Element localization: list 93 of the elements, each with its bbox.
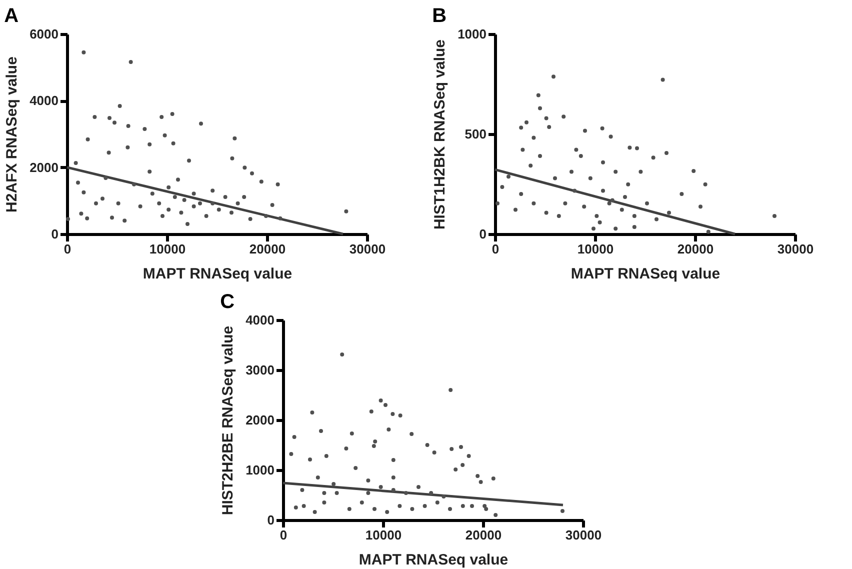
chart-title: A xyxy=(4,5,19,27)
y-tick-label: 1000 xyxy=(246,462,274,478)
point xyxy=(698,204,702,209)
point xyxy=(651,156,656,160)
y-tick-label: 500 xyxy=(464,126,486,142)
y-axis-title: H2AFX RNASeq value xyxy=(4,56,21,212)
y-axis-title: HIST1H2BK RNASeq value xyxy=(432,39,449,230)
point xyxy=(600,126,604,130)
point xyxy=(563,201,568,206)
chart-title: B xyxy=(432,5,447,27)
x-tick-label: 20000 xyxy=(677,242,714,256)
point xyxy=(628,146,632,150)
point xyxy=(524,120,528,124)
point xyxy=(583,128,587,133)
y-tick-label: 2000 xyxy=(246,412,274,428)
point xyxy=(635,146,639,150)
y-tick-label: 3000 xyxy=(246,362,274,378)
point xyxy=(528,164,533,168)
x-tick-label: 30000 xyxy=(777,242,814,256)
y-tick-label: 4000 xyxy=(30,93,58,108)
point xyxy=(570,170,574,174)
point xyxy=(692,169,696,173)
point xyxy=(664,151,668,155)
point xyxy=(594,214,599,218)
point xyxy=(703,182,708,186)
point xyxy=(532,201,536,206)
y-tick-label: 0 xyxy=(267,512,274,528)
point xyxy=(538,154,542,158)
point xyxy=(614,226,618,231)
point xyxy=(614,170,618,174)
point xyxy=(578,154,583,158)
y-tick-label: 6000 xyxy=(30,26,58,42)
point xyxy=(610,198,614,202)
point xyxy=(536,93,540,98)
point xyxy=(574,148,578,152)
point xyxy=(506,174,510,179)
x-axis-title: MAPT RNASeq value xyxy=(570,266,720,282)
chart-title: C xyxy=(220,291,235,313)
x-axis-title: MAPT RNASeq value xyxy=(142,266,292,282)
y-axis-title: HIST2H2BE RNASeq value xyxy=(220,326,237,516)
point xyxy=(572,188,577,193)
point xyxy=(532,136,536,140)
point xyxy=(562,114,566,119)
point xyxy=(654,217,658,222)
point xyxy=(772,214,776,218)
x-tick-label: 0 xyxy=(280,528,288,542)
point xyxy=(632,225,636,229)
x-tick-label: 10000 xyxy=(577,242,614,256)
point xyxy=(519,192,524,196)
point xyxy=(632,214,636,218)
point xyxy=(496,201,500,206)
point xyxy=(660,78,665,82)
x-tick-label: 20000 xyxy=(249,242,286,256)
point xyxy=(638,170,643,174)
x-tick-label: 10000 xyxy=(365,528,402,542)
point xyxy=(607,201,612,206)
y-tick-label: 0 xyxy=(479,226,486,242)
point xyxy=(544,210,548,215)
point xyxy=(680,192,684,196)
x-tick-label: 30000 xyxy=(565,528,602,542)
point xyxy=(623,195,627,199)
x-tick-label: 20000 xyxy=(465,528,502,542)
x-tick-label: 0 xyxy=(64,242,72,256)
point xyxy=(645,201,649,206)
y-tick-label: 0 xyxy=(51,226,58,242)
x-tick-label: 0 xyxy=(492,242,500,256)
point xyxy=(588,176,592,180)
point xyxy=(582,204,586,209)
point xyxy=(544,116,548,120)
point xyxy=(598,220,602,224)
point xyxy=(620,208,624,212)
point xyxy=(608,134,613,139)
point xyxy=(547,125,552,129)
point xyxy=(553,176,557,180)
x-tick-label: 10000 xyxy=(149,242,186,256)
x-tick-label: 30000 xyxy=(349,242,386,256)
point xyxy=(538,106,542,110)
point xyxy=(552,74,556,79)
point xyxy=(592,226,596,231)
point xyxy=(514,208,518,212)
y-tick-label: 1000 xyxy=(458,26,486,42)
point xyxy=(706,230,710,234)
point xyxy=(667,210,671,215)
point xyxy=(601,188,605,193)
point xyxy=(520,148,525,152)
point xyxy=(601,160,605,164)
y-tick-label: 2000 xyxy=(30,160,58,175)
point xyxy=(626,182,630,186)
point xyxy=(556,214,561,218)
y-tick-label: 4000 xyxy=(246,312,274,328)
x-axis-title: MAPT RNASeq value xyxy=(358,552,508,568)
point xyxy=(500,185,504,189)
point xyxy=(519,126,524,130)
